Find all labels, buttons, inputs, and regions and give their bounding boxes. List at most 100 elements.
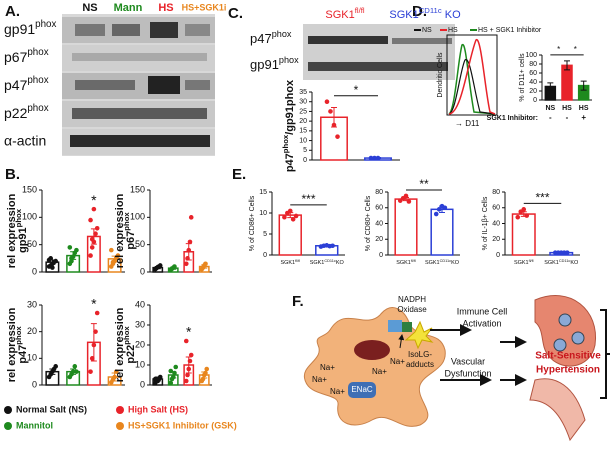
inhibitor-label: SGK1 Inhibitor: [487,115,538,122]
data-point [168,380,174,386]
y-tick-label: 60 [375,205,383,212]
data-point [88,253,93,258]
data-point [331,122,337,128]
y-tick-label: 25 [299,108,307,115]
legend-marker [4,422,12,430]
data-point [187,358,193,364]
data-point [406,199,412,204]
data-point [115,253,121,258]
y-tick-label: 10 [27,353,37,363]
adduct-label: adducts [406,360,434,369]
data-point [442,205,448,211]
data-point [48,256,54,261]
panel-label: E. [232,166,246,183]
data-point [372,155,377,161]
y-tick-label: 0 [496,252,500,259]
data-point [157,374,163,380]
data-point [172,370,177,376]
data-point [564,250,570,255]
y-tick-label: 100 [130,212,145,222]
column-header: SGK1fl/fl [325,6,364,21]
y-tick-label: 10 [135,359,145,369]
y-axis-label: rel expression [6,193,18,268]
error-bar [90,323,97,362]
y-tick-label: 40 [375,220,383,227]
legend-label: HS [448,27,458,34]
data-point [515,214,521,220]
adduct-label: IsoLG- [408,350,432,359]
y-axis-label: % of CD80+ Cells [365,195,372,251]
x-tick-label: HS [562,105,572,112]
data-point [375,155,381,161]
data-point [185,372,190,378]
y-tick-label: 20 [27,326,37,336]
x-tick-label: SGK1CD11cKO [544,259,579,266]
row-label: gp91phox [4,19,57,37]
legend-label: High Salt (HS) [128,404,188,414]
data-point [186,366,192,372]
y-axis-label: p22phox [122,326,137,364]
y-axis-label: rel expression [114,193,126,268]
legend-label: Mannitol [16,420,53,430]
data-point [204,366,210,372]
y-tick-label: 0 [32,379,37,389]
row-label: gp91phox [250,55,299,72]
error-bar [547,82,554,91]
data-point [287,208,293,214]
y-tick-label: 10 [259,210,267,217]
y-tick-label: 20 [529,88,537,95]
data-point [170,374,176,380]
data-point [203,261,208,267]
significance-label: * [557,45,560,54]
bar [394,198,418,256]
row-label: p47phox [250,29,292,46]
y-tick-label: 30 [299,99,307,106]
panel-label: D. [412,3,427,20]
panel-label: C. [228,5,243,22]
ion-label: Na+ [320,363,335,372]
error-bar [564,60,570,71]
diagram-f [303,295,610,442]
data-point [94,225,100,231]
data-point [172,264,177,269]
data-point [74,369,79,374]
data-point [183,378,189,384]
data-point [93,231,98,237]
y-tick-label: 150 [130,184,145,194]
data-point [53,258,58,264]
significance-label: * [574,45,577,54]
data-point [293,213,299,219]
panel-label: A. [5,3,20,20]
y-tick-label: 40 [135,299,145,309]
y-tick-label: 35 [299,89,307,96]
y-tick-label: 5 [303,147,307,154]
process-label: Activation [462,318,501,328]
legend-label: Normal Salt (NS) [16,404,87,414]
column-header: NS [82,2,97,14]
enzyme-label: NADPH [398,295,426,304]
y-axis-label: rel expression [6,307,18,382]
data-point [89,236,95,242]
data-point [330,243,335,249]
data-point [433,211,439,217]
y-tick-label: 0 [32,266,37,276]
data-point [93,329,98,334]
column-header: Mann [114,2,143,14]
data-point [74,247,79,253]
ion-label: Na+ [372,367,387,376]
data-point [200,376,206,382]
row-label: p67phox [4,47,49,65]
data-point [183,338,189,344]
enzyme-label: Oxidase [397,305,427,314]
bar [278,214,302,256]
y-axis-label: % of CD86+ Cells [249,195,256,251]
row-label: α-actin [4,133,46,149]
row-label: p22phox [4,103,49,121]
y-tick-label: 20 [492,236,500,243]
data-point [188,215,194,220]
y-tick-label: 150 [22,184,37,194]
significance-label: *** [535,190,549,204]
histogram-xlabel: → D11 [455,119,480,128]
y-tick-label: 80 [529,61,537,68]
y-axis-label: rel expression [114,307,126,382]
